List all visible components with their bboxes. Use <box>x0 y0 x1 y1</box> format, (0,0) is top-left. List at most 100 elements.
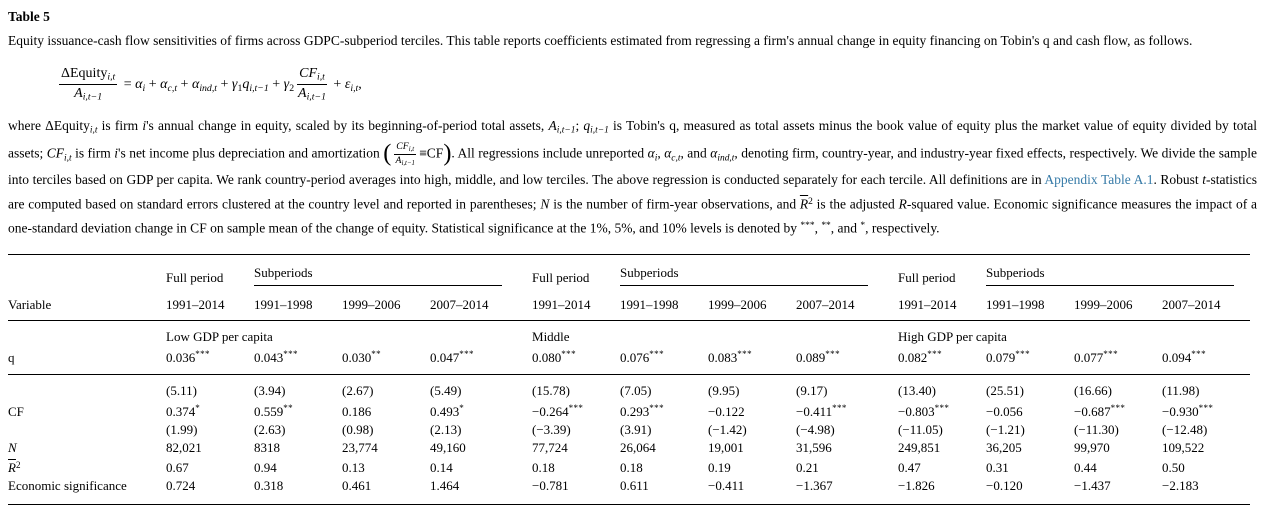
value-cell: 249,851 <box>898 440 941 456</box>
year-column-header: 1999–2006 <box>1074 287 1163 322</box>
value-cell: −0.803*** <box>898 403 950 420</box>
significance-stars: * <box>195 403 201 414</box>
value-cell: −1.826 <box>898 478 935 494</box>
value-cell: (−12.48) <box>1162 422 1208 438</box>
value-cell: 99,970 <box>1074 440 1110 456</box>
significance-stars: *** <box>649 403 664 414</box>
value-cell: 0.13 <box>342 460 365 476</box>
value-cell: −0.411 <box>708 478 745 494</box>
value-cell: 109,522 <box>1162 440 1205 456</box>
value-cell: 0.318 <box>254 478 284 494</box>
significance-stars: *** <box>1198 403 1214 414</box>
value-cell: (15.78) <box>532 383 570 399</box>
value-cell: 82,021 <box>166 440 202 456</box>
row-label: CF <box>8 404 24 420</box>
significance-stars: *** <box>283 349 298 360</box>
significance-stars: *** <box>459 349 474 360</box>
table-row: (5.11) (3.94) (2.67) (5.49) (15.78) (7.05) (9.… <box>8 375 1250 401</box>
table-row: R2 0.67 0.94 0.13 0.14 0.18 0.18 0.19 0.21 0.47 0.… <box>8 457 1250 477</box>
significance-stars: *** <box>927 349 942 360</box>
value-cell: 0.19 <box>708 460 731 476</box>
value-cell: 0.611 <box>620 478 649 494</box>
value-cell: (7.05) <box>620 383 652 399</box>
table-row: Economic significance 0.724 0.318 0.461 1.46… <box>8 477 1250 505</box>
value-cell: 0.47 <box>898 460 921 476</box>
table-row: (1.99) (2.63) (0.98) (2.13) (−3.39) (3.91) (−1… <box>8 421 1250 439</box>
value-cell: 0.18 <box>532 460 555 476</box>
value-cell: 0.31 <box>986 460 1009 476</box>
value-cell: (25.51) <box>986 383 1024 399</box>
value-cell: 0.94 <box>254 460 277 476</box>
group-label: High GDP per capita <box>898 329 1007 345</box>
year-column-header: 1991–2014 <box>518 287 621 322</box>
value-cell: 0.493* <box>430 403 465 420</box>
value-cell: 0.44 <box>1074 460 1097 476</box>
value-cell: 0.293*** <box>620 403 664 420</box>
value-cell: 49,160 <box>430 440 466 456</box>
value-cell: 19,001 <box>708 440 744 456</box>
table-notes: where ΔEquityi,t is firm i's annual chan… <box>8 117 1257 236</box>
subperiods-label: Subperiods <box>254 264 503 287</box>
group-label: Low GDP per capita <box>166 329 273 345</box>
value-cell: 0.083*** <box>708 346 797 376</box>
value-cell: 0.186 <box>342 404 372 420</box>
value-cell: 26,064 <box>620 440 656 456</box>
value-cell: 0.14 <box>430 460 453 476</box>
value-cell: (−3.39) <box>532 422 571 438</box>
value-cell: 0.030** <box>342 346 430 376</box>
value-cell: −0.264*** <box>532 403 584 420</box>
significance-stars: *** <box>561 349 576 360</box>
results-table: Full period Subperiods Full period Subperio… <box>8 254 1251 505</box>
value-cell: −0.122 <box>708 404 745 420</box>
value-cell: (−1.42) <box>708 422 747 438</box>
significance-stars: *** <box>825 349 840 360</box>
full-period-header: Full period <box>898 270 956 286</box>
significance-stars: *** <box>1103 349 1118 360</box>
value-cell: 0.21 <box>796 460 819 476</box>
value-cell: 23,774 <box>342 440 378 456</box>
row-label: R2 <box>8 460 21 476</box>
significance-stars: *** <box>1110 403 1126 414</box>
year-column-header: 2007–2014 <box>430 287 519 322</box>
row-label: N <box>8 440 17 456</box>
value-cell: (11.98) <box>1162 383 1200 399</box>
value-cell: (9.17) <box>796 383 828 399</box>
significance-stars: *** <box>1191 349 1206 360</box>
row-label: q <box>8 346 166 376</box>
significance-stars: *** <box>832 403 847 414</box>
value-cell: −0.120 <box>986 478 1023 494</box>
subperiods-header: Subperiods <box>254 255 518 288</box>
value-cell: 0.082*** <box>884 346 987 376</box>
year-column-header: 1991–1998 <box>620 287 709 322</box>
row-label <box>8 421 166 439</box>
value-cell: −1.367 <box>796 478 833 494</box>
value-cell: 0.036*** <box>166 346 254 376</box>
value-cell: (9.95) <box>708 383 740 399</box>
value-cell: (1.99) <box>166 422 198 438</box>
value-cell: 0.724 <box>166 478 196 494</box>
fraction: CFi,t Ai,t−1 <box>394 140 417 167</box>
group-label: Middle <box>532 329 570 345</box>
value-cell: 0.079*** <box>986 346 1075 376</box>
significance-stars: *** <box>195 349 210 360</box>
appendix-link[interactable]: Appendix Table A.1 <box>1044 171 1154 187</box>
value-cell: (−11.05) <box>898 422 943 438</box>
value-cell: (−11.30) <box>1074 422 1119 438</box>
value-cell: 36,205 <box>986 440 1022 456</box>
value-cell: (13.40) <box>898 383 936 399</box>
significance-stars: *** <box>737 349 752 360</box>
value-cell: 0.076*** <box>620 346 709 376</box>
value-cell: −0.687*** <box>1074 403 1126 420</box>
value-cell: (−4.98) <box>796 422 835 438</box>
significance-stars: *** <box>934 403 950 414</box>
value-cell: (3.91) <box>620 422 652 438</box>
subperiods-header: Subperiods <box>986 255 1250 288</box>
value-cell: 0.047*** <box>430 346 519 376</box>
full-period-header: Full period <box>166 270 224 286</box>
year-column-header: 2007–2014 <box>1162 287 1251 322</box>
value-cell: −0.781 <box>532 478 569 494</box>
value-cell: 0.50 <box>1162 460 1185 476</box>
value-cell: −0.056 <box>986 404 1023 420</box>
value-cell: 0.043*** <box>254 346 342 376</box>
variable-header: Variable <box>8 287 166 322</box>
